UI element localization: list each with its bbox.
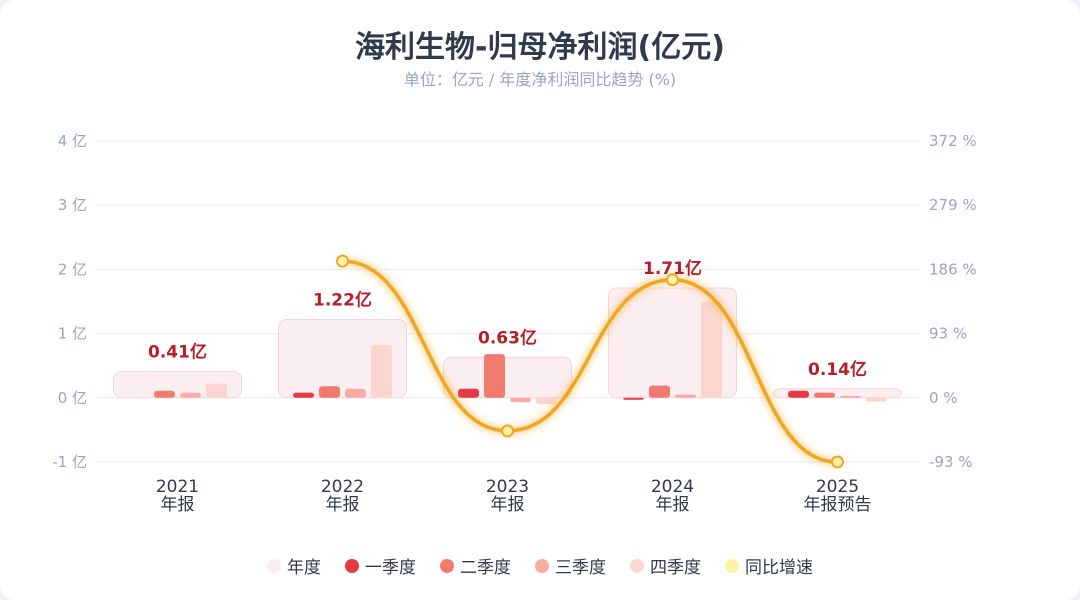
legend-label: 三季度	[555, 558, 606, 578]
annual-bar	[443, 356, 572, 399]
legend-swatch	[345, 558, 359, 573]
x-tick-year: 2021	[156, 477, 199, 497]
chart-title: 海利生物-归母净利润(亿元)	[355, 30, 725, 65]
annual-value-label: 1.22亿	[313, 289, 372, 310]
quarter-bar	[536, 397, 557, 405]
y-right-tick-label: 0 %	[929, 389, 958, 407]
quarter-bar	[675, 394, 696, 398]
x-tick-type: 年报	[491, 495, 525, 515]
legend-swatch	[630, 558, 644, 573]
y-right-tick-label: -93 %	[929, 453, 973, 471]
legend-swatch	[267, 558, 281, 573]
quarter-bar	[206, 383, 227, 398]
legend-item[interactable]: 三季度	[535, 553, 606, 578]
x-tick-type: 年报预告	[804, 495, 872, 515]
quarter-bar	[371, 345, 392, 398]
legend-item[interactable]: 二季度	[440, 553, 511, 578]
quarter-bar	[484, 354, 505, 398]
y-left-tick-label: 2 亿	[58, 260, 87, 278]
legend-label: 二季度	[460, 558, 511, 578]
x-tick-year: 2023	[486, 477, 529, 497]
legend-swatch	[440, 558, 454, 573]
quarter-bar	[649, 385, 670, 398]
x-tick-type: 年报	[326, 495, 360, 515]
quarter-bar	[510, 397, 531, 403]
quarter-bar	[319, 386, 340, 398]
legend-item[interactable]: 一季度	[345, 553, 416, 578]
quarter-bar	[154, 390, 175, 398]
growth-point	[501, 424, 514, 438]
annual-value-label: 1.71亿	[643, 258, 702, 279]
quarter-bar	[458, 388, 479, 398]
y-left-tick-label: 3 亿	[58, 196, 87, 214]
legend-swatch	[535, 558, 549, 573]
chart-legend: 年度 一季度 二季度 三季度 四季度 同比增速	[0, 553, 1080, 578]
quarter-bar	[623, 397, 644, 400]
y-right-tick-label: 93 %	[929, 325, 967, 343]
legend-label: 四季度	[650, 558, 701, 578]
y-right-tick-label: 372 %	[929, 132, 977, 150]
quarter-bar	[180, 392, 201, 398]
legend-label: 年度	[287, 558, 321, 578]
quarter-bar	[345, 388, 366, 398]
legend-label: 一季度	[365, 558, 416, 578]
x-tick-year: 2024	[651, 477, 694, 497]
legend-label: 同比增速	[745, 558, 813, 578]
y-right-tick-label: 279 %	[929, 196, 977, 214]
growth-point	[336, 254, 349, 268]
quarter-bar	[701, 301, 722, 398]
y-left-tick-label: -1 亿	[52, 453, 87, 471]
annual-value-label: 0.14亿	[808, 359, 867, 380]
y-right-tick-label: 186 %	[929, 260, 977, 278]
quarter-bar	[788, 390, 809, 398]
legend-item[interactable]: 年度	[267, 553, 321, 578]
legend-swatch	[725, 558, 739, 573]
x-tick-year: 2025	[816, 477, 859, 497]
legend-item[interactable]: 同比增速	[725, 553, 813, 578]
growth-point	[831, 455, 844, 469]
x-tick-type: 年报	[656, 495, 690, 515]
quarter-bar	[293, 392, 314, 398]
y-left-tick-label: 4 亿	[58, 132, 87, 150]
y-left-tick-label: 0 亿	[58, 389, 87, 407]
x-tick-year: 2022	[321, 477, 364, 497]
quarter-bar	[866, 397, 887, 402]
growth-line	[342, 259, 838, 464]
annual-value-label: 0.63亿	[478, 327, 537, 348]
y-left-tick-label: 1 亿	[58, 325, 87, 343]
annual-value-label: 0.41亿	[148, 341, 207, 362]
quarter-bar	[814, 392, 835, 398]
chart-subtitle: 单位：亿元 / 年度净利润同比趋势 (%)	[403, 70, 677, 89]
legend-item[interactable]: 四季度	[630, 553, 701, 578]
x-tick-type: 年报	[161, 495, 195, 515]
quarter-bar	[840, 395, 861, 398]
growth-point	[666, 273, 679, 287]
